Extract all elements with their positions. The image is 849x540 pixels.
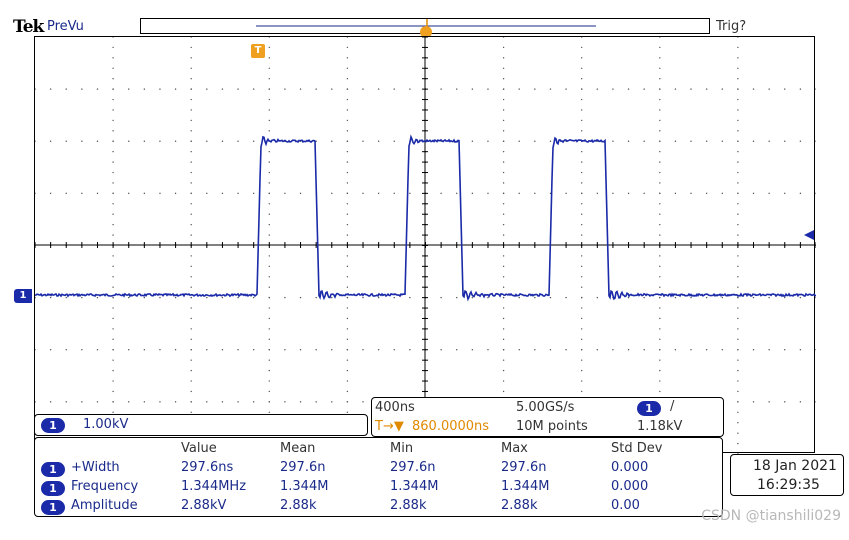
measurement-value: 1.344MHz: [181, 479, 247, 494]
channel-1-badge: 1: [41, 418, 65, 433]
header-max: Max: [501, 441, 528, 456]
measurement-value: 297.6ns: [181, 460, 234, 475]
sample-rate: 5.00GS/s: [516, 400, 575, 415]
rising-edge-icon: /: [670, 399, 675, 414]
measurement-min: 297.6n: [390, 460, 436, 475]
measurement-mean: 297.6n: [280, 460, 326, 475]
trigger-position-arrow-icon: T→▼: [375, 419, 404, 434]
header-min: Min: [390, 441, 414, 456]
date-readout: 18 Jan 2021: [753, 458, 837, 474]
measurement-value: 2.88kV: [181, 498, 227, 513]
acquisition-status: PreVu: [47, 19, 84, 34]
watermark: CSDN @tianshili029: [701, 508, 841, 524]
trigger-time-marker[interactable]: T: [251, 44, 265, 58]
trigger-level-arrow-icon[interactable]: [804, 229, 818, 241]
measurement-mean: 1.344M: [280, 479, 329, 494]
channel-1-ground-marker[interactable]: 1: [14, 289, 32, 303]
trigger-source-badge: 1: [637, 401, 661, 416]
measurement-row-amplitude[interactable]: 1 Amplitude: [41, 498, 138, 515]
datetime-box: 18 Jan 2021 16:29:35: [730, 454, 844, 496]
trigger-position-icon[interactable]: [418, 24, 434, 40]
channel-scale-panel[interactable]: 1 1.00kV: [34, 414, 368, 436]
horizontal-scale: 400ns: [375, 400, 415, 415]
horizontal-position: 860.0000ns: [412, 419, 490, 434]
measurement-name: Frequency: [71, 479, 139, 494]
row-channel-badge: 1: [41, 481, 65, 496]
header-std-dev: Std Dev: [611, 441, 663, 456]
trace-path: [35, 134, 816, 302]
measurement-row-frequency[interactable]: 1 Frequency: [41, 479, 138, 496]
measurement-std-dev: 0.000: [611, 479, 649, 494]
row-channel-badge: 1: [41, 500, 65, 515]
waveform-display[interactable]: [34, 36, 816, 454]
measurement-max: 297.6n: [501, 460, 547, 475]
measurement-max: 2.88k: [501, 498, 538, 513]
channel-1-trace: [35, 134, 816, 302]
measurement-name: Amplitude: [71, 498, 138, 513]
channel-scale: 1.00kV: [83, 417, 129, 432]
trigger-level: 1.18kV: [637, 419, 683, 434]
measurement-mean: 2.88k: [280, 498, 317, 513]
measurement-min: 2.88k: [390, 498, 427, 513]
row-channel-badge: 1: [41, 462, 65, 477]
measurement-row-width[interactable]: 1 +Width: [41, 460, 120, 477]
measurement-std-dev: 0.00: [611, 498, 640, 513]
measurements-panel[interactable]: Value Mean Min Max Std Dev 1 +Width 297.6…: [34, 437, 723, 517]
measurement-name: +Width: [71, 460, 120, 475]
header-value: Value: [181, 441, 217, 456]
timebase-panel[interactable]: 400ns 5.00GS/s 1 / T→▼ 860.0000ns 10M po…: [371, 397, 724, 437]
measurement-std-dev: 0.000: [611, 460, 649, 475]
time-readout: 16:29:35: [757, 477, 820, 493]
record-length: 10M points: [516, 419, 588, 434]
trigger-status: Trig?: [716, 19, 747, 34]
measurement-max: 1.344M: [501, 479, 550, 494]
header-mean: Mean: [280, 441, 316, 456]
measurement-min: 1.344M: [390, 479, 439, 494]
tek-logo: Tek: [13, 17, 44, 37]
